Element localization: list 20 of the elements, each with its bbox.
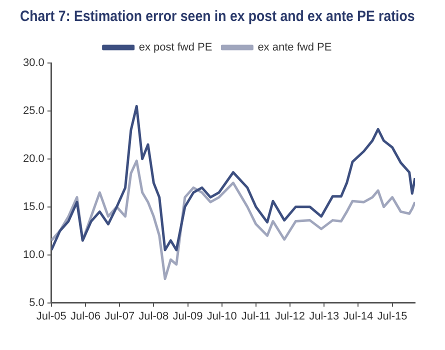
- legend-label: ex ante fwd PE: [258, 42, 332, 54]
- x-tick-label: Jul-12: [275, 310, 305, 322]
- y-tick-label: 10.0: [22, 248, 44, 261]
- x-tick-label: Jul-10: [206, 310, 237, 322]
- x-tick-label: Jul-06: [70, 310, 100, 322]
- y-tick-label: 5.0: [29, 296, 44, 309]
- x-tick-label: Jul-11: [241, 310, 271, 322]
- x-tick-label: Jul-14: [343, 310, 374, 322]
- x-tick-label: Jul-09: [172, 310, 203, 322]
- x-tick-label: Jul-05: [36, 310, 66, 322]
- legend-label: ex post fwd PE: [138, 42, 212, 54]
- x-tick-label: Jul-08: [138, 310, 169, 322]
- y-tick-label: 15.0: [22, 200, 44, 213]
- y-tick-label: 30.0: [22, 57, 44, 70]
- x-tick-label: Jul-13: [309, 310, 340, 322]
- chart-title: Chart 7: Estimation error seen in ex post and ex ante PE ratios: [20, 8, 415, 26]
- x-tick-label: Jul-15: [377, 310, 408, 322]
- y-tick-label: 25.0: [22, 104, 44, 117]
- y-tick-label: 20.0: [22, 152, 44, 165]
- x-tick-label: Jul-07: [104, 310, 135, 322]
